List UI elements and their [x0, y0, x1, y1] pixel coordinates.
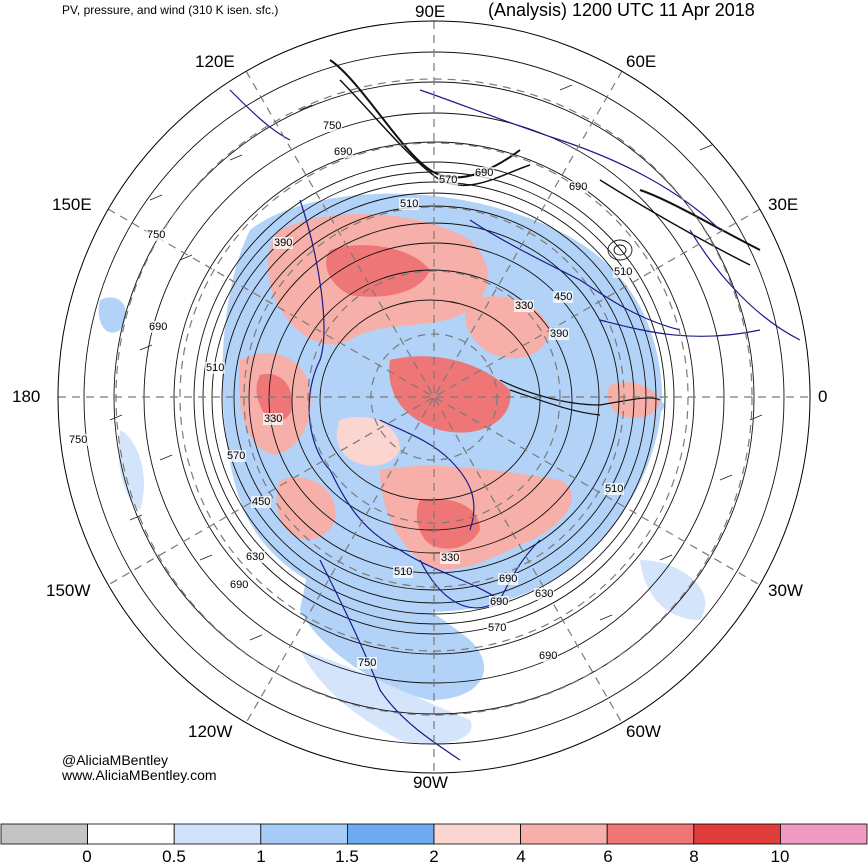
contour-label: 510	[205, 362, 226, 374]
contour-label: 750	[357, 657, 378, 669]
contour-label: 570	[438, 174, 459, 186]
longitude-label-150e: 150E	[52, 195, 92, 214]
longitude-label-90e: 90E	[415, 2, 446, 21]
longitude-label-0: 0	[818, 387, 828, 406]
colorbar-segment	[87, 823, 175, 845]
contour-label: 630	[245, 551, 266, 563]
colorbar-tick-label: 1	[256, 847, 266, 866]
pv-shading-lightblue	[118, 430, 706, 744]
wind-barbs	[109, 84, 763, 641]
analysis-time-title: (Analysis) 1200 UTC 11 Apr 2018	[488, 0, 755, 20]
lat-lon-grid	[58, 21, 810, 773]
contour-label: 690	[333, 146, 354, 158]
longitude-label-180: 180	[12, 387, 41, 406]
contour-label: 330	[440, 552, 461, 564]
author-handle: @AliciaMBentley	[62, 752, 169, 768]
contour-label: 570	[487, 622, 508, 634]
contour-label: 510	[604, 483, 625, 495]
colorbar-segment	[520, 823, 608, 845]
polar-stereographic-map	[57, 20, 811, 774]
map-boundary-circle	[57, 20, 811, 774]
colorbar-tick-label: 4	[516, 847, 526, 866]
longitude-label-150w: 150W	[46, 581, 91, 600]
colorbar-segment	[346, 823, 435, 845]
contour-label: 390	[273, 237, 294, 249]
longitude-label-90w: 90W	[413, 773, 448, 792]
colorbar-segment	[173, 823, 262, 845]
contour-label: 330	[263, 413, 284, 425]
longitude-label-120e: 120E	[195, 52, 235, 71]
colorbar-tick-label: 6	[603, 847, 613, 866]
contour-label: 690	[489, 596, 510, 608]
contour-label: 690	[474, 167, 495, 179]
longitude-label-60w: 60W	[626, 722, 661, 741]
colorbar-tick-label: 2	[429, 847, 439, 866]
contour-label: 750	[322, 120, 343, 132]
colorbar-segment	[0, 823, 88, 845]
colorbar-segment	[780, 823, 868, 845]
contour-label: 510	[613, 266, 634, 278]
contour-label: 510	[393, 566, 414, 578]
colorbar-segment	[693, 823, 781, 845]
contour-label: 690	[148, 321, 169, 333]
colorbar-segment	[433, 823, 521, 845]
contour-label: 390	[549, 328, 570, 340]
longitude-label-30w: 30W	[768, 581, 803, 600]
longitude-label-120w: 120W	[188, 722, 233, 741]
contour-label: 690	[538, 650, 559, 662]
map-title: PV, pressure, and wind (310 K isen. sfc.…	[62, 3, 279, 17]
land-boundaries	[229, 89, 801, 761]
longitude-label-60e: 60E	[626, 52, 657, 71]
contour-label: 750	[146, 229, 167, 241]
colorbar-tick-label: 1.5	[335, 847, 359, 866]
colorbar-tick-label: 0	[82, 847, 92, 866]
colorbar-segment	[260, 823, 348, 845]
colorbar-tick-label: 0.5	[162, 847, 186, 866]
contour-label: 510	[399, 198, 420, 210]
contour-label: 330	[514, 300, 535, 312]
contour-label: 630	[534, 588, 555, 600]
pv-colorbar	[0, 823, 868, 845]
contour-label: 450	[553, 291, 574, 303]
contour-label: 690	[229, 579, 250, 591]
contour-label: 690	[498, 573, 519, 585]
contour-label: 690	[568, 181, 589, 193]
colorbar-tick-label: 10	[770, 847, 790, 866]
colorbar-tick-label: 8	[689, 847, 699, 866]
longitude-label-30e: 30E	[768, 195, 799, 214]
contour-label: 450	[251, 496, 272, 508]
colorbar-segment	[606, 823, 695, 845]
contour-label: 570	[226, 450, 247, 462]
author-website: www.AliciaMBentley.com	[62, 767, 217, 783]
contour-label: 750	[68, 434, 89, 446]
